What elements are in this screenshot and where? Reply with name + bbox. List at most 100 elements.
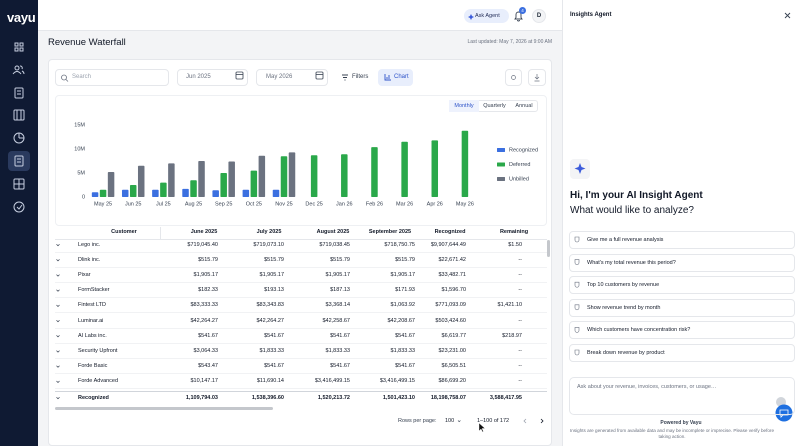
bar (198, 161, 205, 197)
expand-chevron[interactable] (56, 243, 60, 247)
nav-glyph (17, 90, 21, 95)
table-cell: -- (518, 347, 522, 354)
customer-name: Fintest LTD (78, 302, 107, 309)
expand-chevron[interactable] (56, 365, 60, 368)
table-row (55, 283, 547, 299)
expand-chevron[interactable] (56, 304, 60, 307)
expand-chevron[interactable] (56, 274, 60, 277)
customer-name: Forde Basic (78, 363, 108, 370)
table-cell: $718,750.75 (384, 241, 415, 248)
search-icon (65, 79, 69, 82)
nav-glyph (14, 155, 24, 167)
table-cell: $11,690.14 (256, 378, 284, 385)
x-tick-label: Sep 25 (215, 201, 232, 207)
expand-chevron[interactable] (56, 350, 60, 353)
total-cell: 3,588,417.95 (489, 394, 522, 401)
filters-button[interactable]: Filters (336, 69, 373, 86)
sidebar-icons (8, 42, 30, 213)
expand-chevron[interactable] (56, 259, 60, 262)
legend-label: Deferred (509, 162, 530, 168)
start-date[interactable]: Jun 2025 (177, 69, 248, 86)
table-cell: $503,424.60 (435, 317, 466, 324)
nav-glyph (16, 110, 22, 120)
close-button[interactable] (784, 12, 791, 19)
page-size-select[interactable]: 100 (445, 418, 455, 424)
total-cell: 1,520,213.72 (317, 394, 350, 401)
bar (168, 163, 175, 197)
expand-chevron[interactable] (56, 319, 60, 323)
nav-icon[interactable] (13, 178, 25, 190)
bar (160, 182, 167, 197)
nav-glyph (14, 87, 24, 99)
v-scrollbar[interactable] (547, 240, 550, 257)
table-cell: $515.79 (264, 256, 284, 263)
suggestion-chip[interactable]: Which customers have concentration risk? (569, 321, 795, 340)
bar (190, 180, 197, 197)
suggestion-chip[interactable]: Top 10 customers by revenue (569, 276, 795, 295)
period-toggle[interactable]: Monthly (449, 100, 479, 112)
rows-per-page-label: Rows per page: (398, 418, 437, 424)
nav-glyph (14, 179, 24, 189)
nav-icon[interactable] (13, 201, 25, 213)
nav-glyph (14, 47, 19, 52)
ask-agent-button[interactable]: Ask Agent (464, 9, 509, 23)
suggestion-chip[interactable]: Show revenue trend by month (569, 298, 795, 317)
table-cell: $515.79 (395, 256, 415, 263)
agent-panel (562, 0, 800, 446)
total-cell: 18,198,758.07 (430, 394, 466, 401)
period-toggle[interactable]: Annual (515, 103, 533, 109)
nav-icon[interactable] (14, 87, 24, 99)
table-cell: $6,619.77 (441, 332, 466, 339)
x-tick-label: May 26 (456, 201, 474, 207)
bar (310, 155, 318, 197)
suggestion-chip[interactable]: Give me a full revenue analysis (569, 231, 795, 249)
table-cell: $193.13 (264, 287, 284, 294)
expand-chevron[interactable] (56, 335, 60, 338)
h-scrollbar[interactable] (55, 407, 273, 410)
expand-chevron[interactable] (56, 289, 60, 292)
nav-icon[interactable] (13, 109, 25, 121)
expand-chevron[interactable] (56, 396, 60, 400)
chat-launcher[interactable] (775, 404, 793, 422)
table-row (55, 374, 547, 390)
total-cell: 1,538,396.60 (251, 394, 284, 401)
chart-icon (384, 74, 391, 81)
send-button[interactable] (776, 397, 786, 407)
download-button[interactable] (528, 69, 546, 86)
nav-glyph (13, 109, 25, 121)
avatar[interactable]: D (532, 9, 546, 23)
bar (152, 189, 159, 197)
legend-swatch (497, 162, 505, 167)
bar (129, 185, 137, 197)
table-cell: $83,343.83 (256, 302, 284, 309)
end-date[interactable]: May 2026 (256, 69, 328, 86)
icon-button[interactable] (505, 69, 522, 86)
bar (461, 130, 469, 197)
search-input[interactable]: Search (55, 69, 169, 86)
row-chevrons (56, 243, 544, 433)
table-cell: $22,671.42 (438, 256, 466, 263)
nav-icon[interactable] (14, 155, 24, 167)
agent-question: What would like to analyze? (570, 205, 694, 216)
table-cell: $541.67 (264, 363, 284, 370)
nav-icon[interactable] (13, 132, 25, 144)
table-cell: $719,045.40 (187, 241, 218, 248)
x-tick-label: Jul 25 (156, 201, 171, 207)
chart-button[interactable]: Chart (378, 69, 413, 86)
suggestion-chip[interactable]: What's my total revenue this period? (569, 253, 795, 272)
expand-chevron[interactable] (56, 380, 60, 383)
next-page[interactable] (540, 418, 544, 424)
agent-input[interactable]: Ask about your revenue, invoices, custom… (569, 377, 795, 415)
bar (99, 189, 107, 197)
period-toggle[interactable]: Quarterly (483, 103, 506, 109)
nav-icon[interactable] (12, 65, 25, 75)
suggestion-chip[interactable]: Break down revenue by product (569, 344, 795, 362)
table-cell: $1,833.33 (325, 347, 350, 354)
suggestion-icon (574, 236, 580, 243)
calendar-icon (235, 71, 244, 80)
table-cell: $187.13 (330, 287, 350, 294)
prev-page[interactable] (523, 418, 527, 424)
suggestion-icon (574, 349, 580, 356)
nav-icon[interactable] (14, 42, 24, 52)
x-tick-label: Dec 25 (305, 201, 322, 207)
